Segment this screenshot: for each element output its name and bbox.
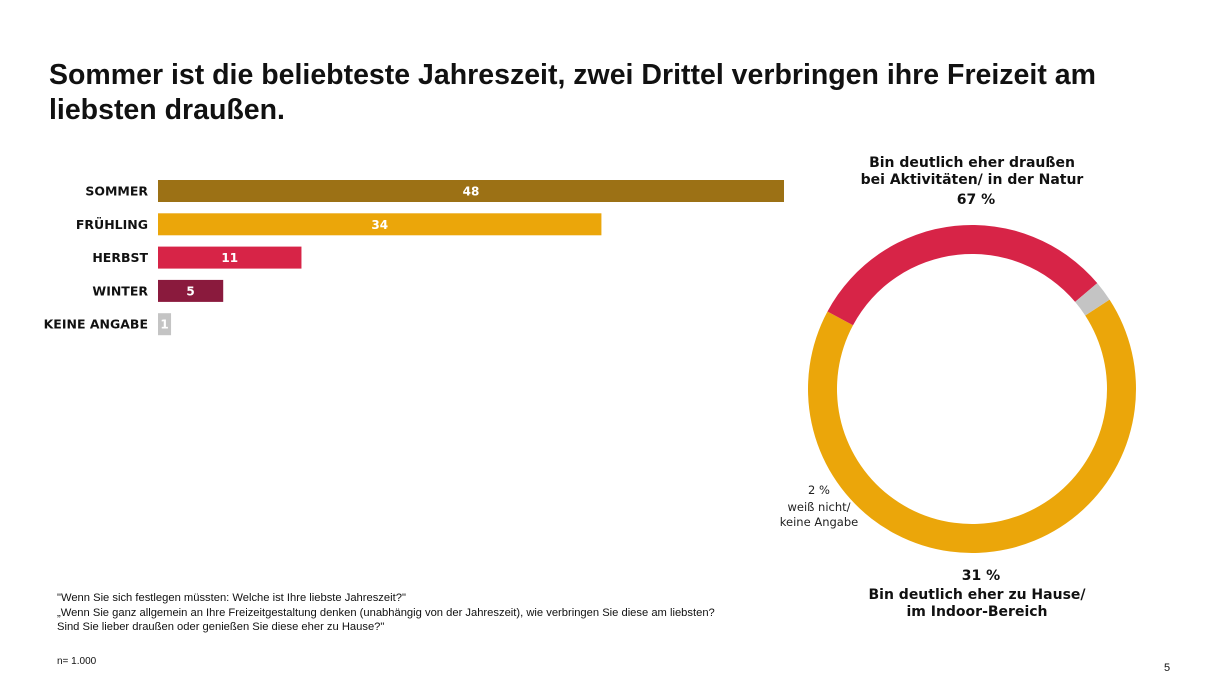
sample-size: n= 1.000: [57, 656, 97, 667]
footnote-line-2: „Wenn Sie ganz allgemein an Ihre Freizei…: [57, 606, 715, 619]
bar: [158, 246, 302, 269]
donut-slice-draussen: [808, 299, 1136, 553]
donut-slice-keine: [1075, 283, 1110, 316]
footnote: "Wenn Sie sich festlegen müssten: Welche…: [57, 591, 715, 635]
bar-value-label: 11: [221, 251, 238, 265]
page-number: 5: [1164, 662, 1171, 674]
bar-category-label: FRÜHLING: [76, 217, 148, 232]
bar-category-label: WINTER: [92, 283, 148, 298]
bar: [158, 213, 602, 236]
footnote-line-3: Sind Sie lieber draußen oder genießen Si…: [57, 621, 385, 633]
bar: [158, 180, 784, 202]
bar-value-label: 1: [160, 318, 168, 332]
donut-slice-zuhause: [827, 224, 1098, 326]
bar-category-label: KEINE ANGABE: [44, 317, 148, 332]
bar-value-label: 34: [371, 218, 388, 232]
donut-label-line: weiß nicht/: [787, 500, 850, 514]
donut-label-line: Bin deutlich eher draußen: [869, 155, 1075, 171]
donut-label-line: Bin deutlich eher zu Hause/: [868, 587, 1086, 603]
bar-value-label: 5: [186, 284, 194, 298]
donut-label-line: bei Aktivitäten/ in der Natur: [861, 172, 1084, 188]
donut-pct-label: 31 %: [962, 568, 1000, 584]
bar: [158, 313, 172, 336]
bar-category-label: HERBST: [92, 250, 148, 265]
bar-value-label: 48: [463, 185, 480, 199]
donut-pct-label: 2 %: [808, 483, 830, 497]
bar: [158, 279, 224, 302]
page-title: Sommer ist die beliebteste Jahreszeit, z…: [49, 59, 1096, 126]
donut-label-line: im Indoor-Bereich: [906, 604, 1047, 620]
donut-pct-label: 67 %: [957, 192, 995, 208]
footnote-line-1: "Wenn Sie sich festlegen müssten: Welche…: [57, 592, 406, 604]
bar-category-label: SOMMER: [85, 184, 148, 199]
donut-label-line: keine Angabe: [780, 515, 858, 529]
